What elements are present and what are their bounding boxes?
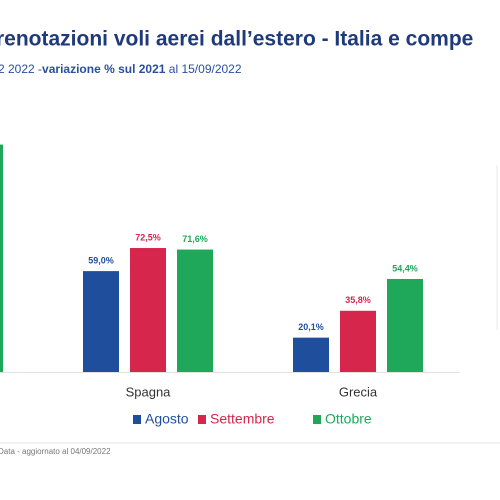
- subtitle-part: 2 2022 -: [0, 62, 42, 76]
- legend-label: Settembre: [210, 411, 275, 427]
- value-label: 71,6%: [182, 234, 208, 244]
- chart-title: renotazioni voli aerei dall’estero - Ita…: [0, 28, 473, 51]
- bar: [83, 271, 119, 372]
- footnote: Data - aggiornato al 04/09/2022: [0, 447, 111, 456]
- bar: [130, 248, 166, 372]
- value-label: 20,1%: [298, 322, 324, 332]
- legend-label: Ottobre: [325, 411, 372, 427]
- value-label: 72,5%: [135, 232, 161, 242]
- chart-subtitle: 2 2022 -variazione % sul 2021 al 15/09/2…: [0, 62, 242, 76]
- legend-swatch: [313, 415, 321, 424]
- value-label: 59,0%: [88, 255, 114, 265]
- subtitle-part: al 15/09/2022: [165, 62, 241, 76]
- bar: [387, 278, 423, 372]
- x-tick-label: Grecia: [339, 384, 378, 399]
- legend-swatch: [198, 415, 206, 424]
- value-label: 35,8%: [345, 295, 371, 305]
- bar: [340, 310, 376, 372]
- bar: [177, 249, 213, 372]
- bar: [0, 144, 3, 372]
- legend-swatch: [133, 415, 141, 424]
- bar: [293, 337, 329, 372]
- x-tick-label: Spagna: [126, 384, 172, 399]
- subtitle-part: variazione % sul 2021: [42, 62, 166, 76]
- legend-label: Agosto: [145, 411, 189, 427]
- value-label: 54,4%: [392, 263, 418, 273]
